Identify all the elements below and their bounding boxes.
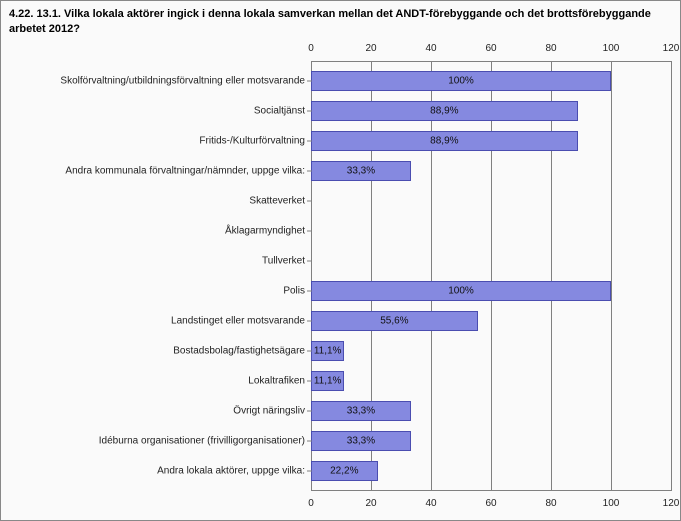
category-label: Tullverket [262,256,305,267]
category-label: Skatteverket [249,196,305,207]
category-tick [307,261,312,262]
gridline [431,61,432,491]
gridline [371,61,372,491]
x-tick-label-bottom: 40 [425,498,436,509]
bar-value-label: 100% [448,76,474,87]
category-tick [307,321,312,322]
category-tick [307,81,312,82]
bar-value-label: 11,1% [314,346,342,357]
x-tick-label-top: 20 [365,43,376,54]
category-label: Fritids-/Kulturförvaltning [199,136,305,147]
category-tick [307,171,312,172]
x-tick-label-top: 100 [603,43,620,54]
gridline [311,61,312,491]
category-label: Idéburna organisationer (frivilligorgani… [99,436,305,447]
bar-value-label: 33,3% [347,166,375,177]
chart-container: 4.22. 13.1. Vilka lokala aktörer ingick … [0,0,681,521]
gridline [611,61,612,491]
bar-value-label: 100% [448,286,474,297]
category-tick [307,351,312,352]
category-label: Polis [283,286,305,297]
bar-value-label: 88,9% [430,136,458,147]
x-tick-label-bottom: 80 [545,498,556,509]
category-label: Andra kommunala förvaltningar/nämnder, u… [65,166,305,177]
category-tick [307,231,312,232]
bar-value-label: 33,3% [347,436,375,447]
category-label: Övrigt näringsliv [233,406,305,417]
category-tick [307,471,312,472]
category-label: Andra lokala aktörer, uppge vilka: [157,466,305,477]
gridline [491,61,492,491]
bar-value-label: 55,6% [380,316,408,327]
category-tick [307,111,312,112]
x-axis-bottom: 020406080100120 [311,491,671,507]
category-label: Åklagarmyndighet [225,226,305,237]
x-tick-label-top: 80 [545,43,556,54]
category-label: Skolförvaltning/utbildningsförvaltning e… [60,76,305,87]
category-label: Lokaltrafiken [248,376,305,387]
category-tick [307,291,312,292]
x-tick-label-bottom: 60 [485,498,496,509]
gridline [671,61,672,491]
gridline [551,61,552,491]
category-label: Bostadsbolag/fastighetsägare [173,346,305,357]
category-tick [307,441,312,442]
category-tick [307,141,312,142]
bar-value-label: 22,2% [330,466,358,477]
category-label: Landstinget eller motsvarande [171,316,305,327]
plot-area: 020406080100120 020406080100120 100%88,9… [311,61,671,491]
category-tick [307,201,312,202]
category-tick [307,411,312,412]
x-tick-label-top: 60 [485,43,496,54]
bar-value-label: 33,3% [347,406,375,417]
bar-value-label: 88,9% [430,106,458,117]
x-tick-label-bottom: 20 [365,498,376,509]
x-tick-label-bottom: 100 [603,498,620,509]
x-tick-label-bottom: 120 [663,498,680,509]
x-tick-label-bottom: 0 [308,498,314,509]
x-axis-top: 020406080100120 [311,45,671,61]
x-tick-label-top: 40 [425,43,436,54]
bar-value-label: 11,1% [314,376,342,387]
category-tick [307,381,312,382]
x-tick-label-top: 120 [663,43,680,54]
chart-title: 4.22. 13.1. Vilka lokala aktörer ingick … [9,7,672,37]
category-label: Socialtjänst [254,106,305,117]
x-tick-label-top: 0 [308,43,314,54]
